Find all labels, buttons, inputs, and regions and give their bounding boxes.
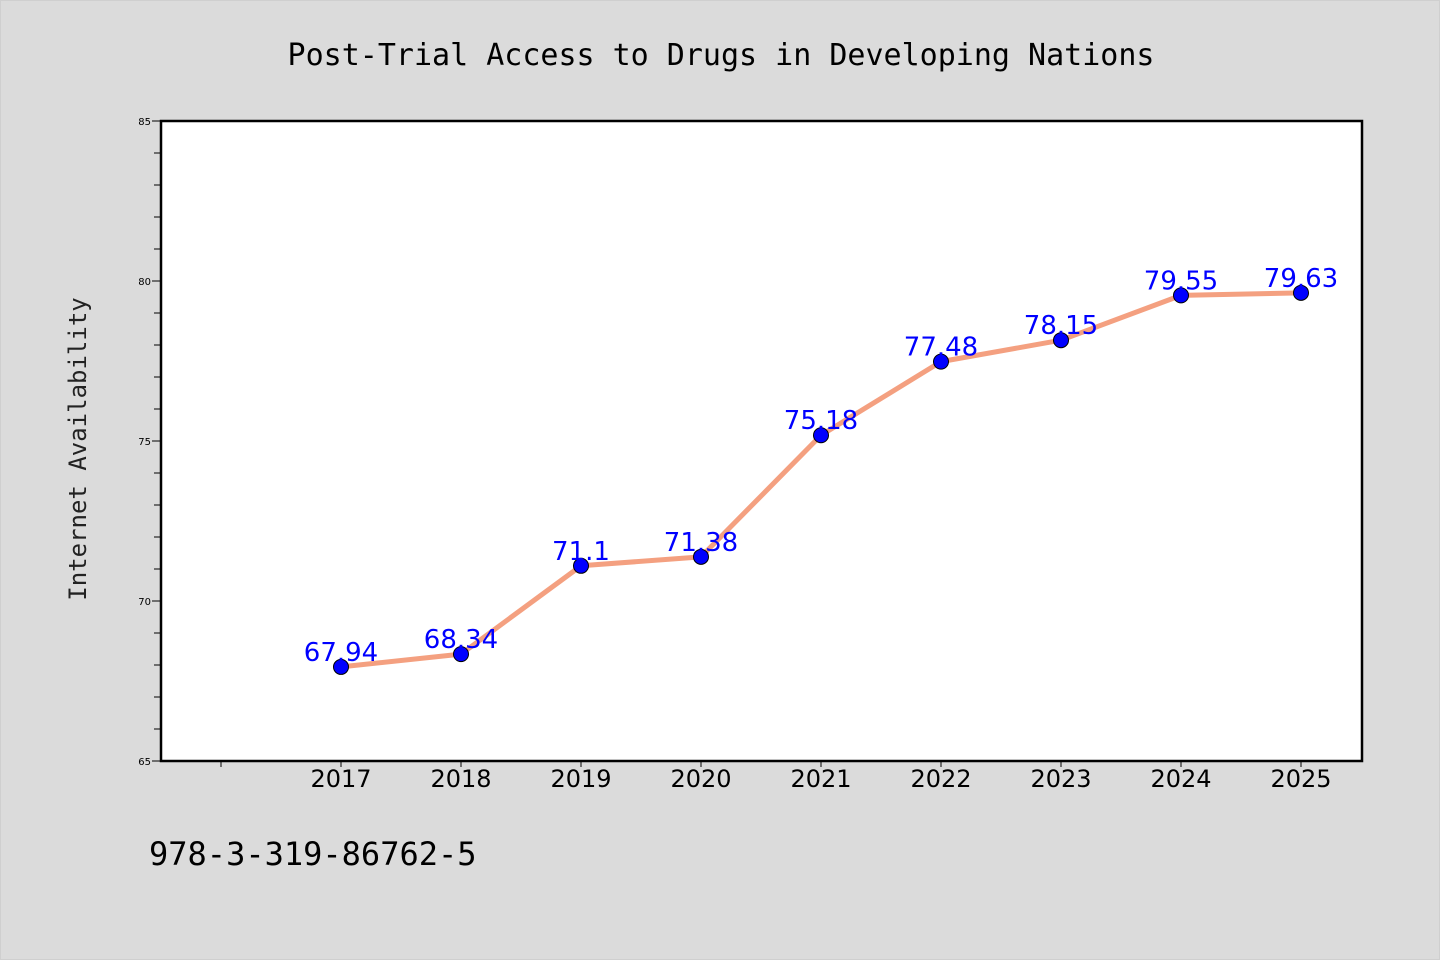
y-axis-label: Internet Availability (64, 297, 92, 600)
data-point (573, 557, 589, 574)
x-tick-label: 2018 (430, 765, 491, 793)
y-tick-label: 85 (138, 117, 151, 128)
x-tick-label: 2019 (550, 765, 611, 793)
data-point (453, 646, 469, 663)
x-tick-label: 2024 (1150, 765, 1211, 793)
data-point (933, 353, 949, 370)
isbn-footer: 978-3-319-86762-5 (149, 835, 477, 873)
data-label: 67.94 (304, 638, 378, 668)
plot-area (159, 119, 1364, 763)
y-tick-label: 80 (138, 277, 151, 288)
y-axis-ticks: 65 70 75 80 85 (138, 117, 161, 768)
data-label: 77.48 (904, 333, 978, 363)
x-tick-label: 2020 (670, 765, 731, 793)
data-labels: 67.94 68.34 71.1 71.38 75.18 77.48 78.15 79.55 7… (304, 264, 1338, 668)
data-point (1053, 332, 1069, 349)
x-tick-label: 2022 (910, 765, 971, 793)
chart-title: Post-Trial Access to Drugs in Developing… (288, 38, 1155, 73)
data-label: 79.55 (1144, 266, 1218, 296)
data-label: 75.18 (784, 406, 858, 436)
data-label: 79.63 (1264, 264, 1338, 294)
x-tick-label: 2017 (310, 765, 371, 793)
data-point (813, 427, 829, 444)
y-tick-label: 65 (138, 757, 151, 768)
data-label: 71.1 (552, 537, 610, 567)
y-tick-label: 75 (138, 437, 151, 448)
data-point (1293, 284, 1309, 301)
data-point (1173, 287, 1189, 304)
x-tick-label: 2025 (1270, 765, 1331, 793)
data-label: 68.34 (424, 625, 498, 655)
x-tick-label: 2023 (1030, 765, 1091, 793)
x-tick-label: 2021 (790, 765, 851, 793)
series-layer (333, 284, 1309, 675)
x-axis-ticks: 2017 2018 2019 2020 2021 2022 2023 2024 2025 (220, 761, 1332, 793)
data-label: 78.15 (1024, 311, 1098, 341)
data-point (693, 548, 709, 565)
data-label: 71.38 (664, 528, 738, 558)
data-point (333, 658, 349, 675)
y-tick-label: 70 (138, 597, 151, 608)
